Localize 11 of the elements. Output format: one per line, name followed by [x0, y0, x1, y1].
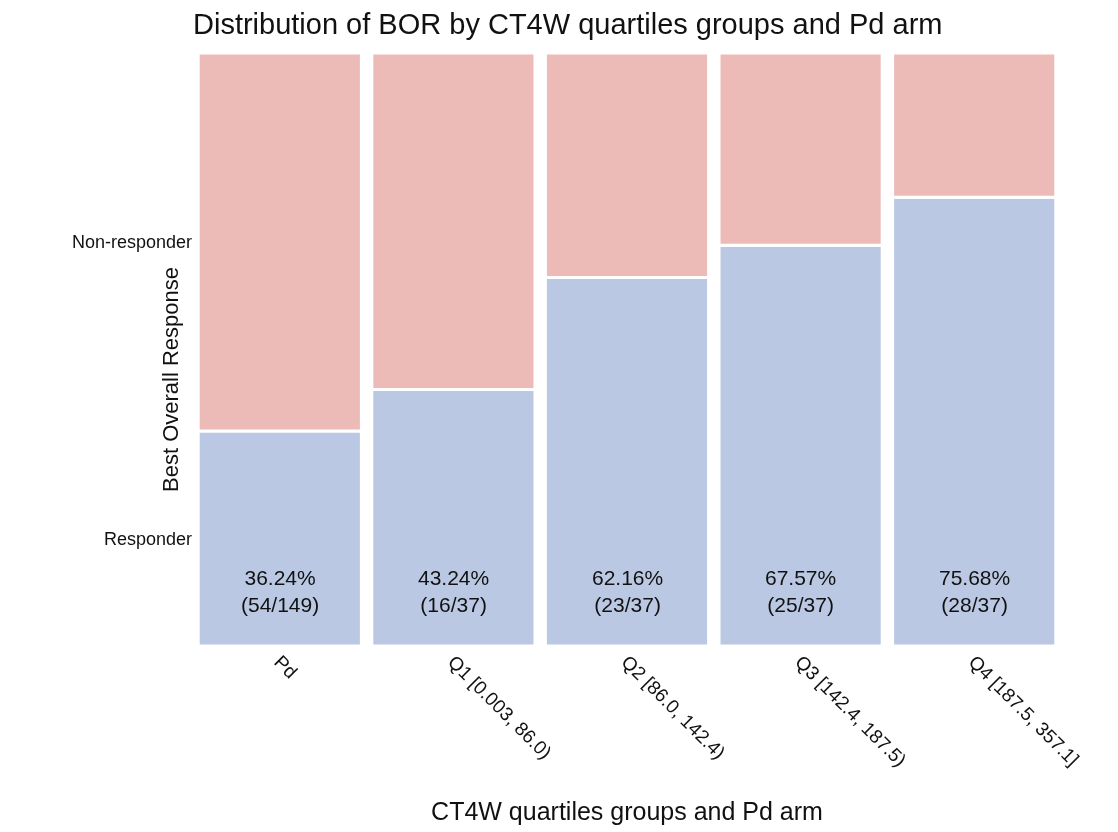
- data-label: 36.24% (54/149): [241, 566, 320, 617]
- y-axis-title: Best Overall Response: [158, 267, 183, 492]
- x-axis-title: CT4W quartiles groups and Pd arm: [431, 796, 823, 825]
- series-label: Non-responder: [71, 232, 192, 253]
- data-label: 75.68% (28/37): [939, 566, 1011, 617]
- data-label: 43.24% (16/37): [418, 566, 490, 617]
- x-tick-label: Pd: [270, 651, 302, 683]
- data-label: 67.57% (25/37): [765, 566, 837, 617]
- series-label: Responder: [103, 528, 192, 549]
- data-label: 62.16% (23/37): [592, 566, 664, 617]
- chart-title: Distribution of BOR by CT4W quartiles groups and Pd arm: [193, 8, 943, 41]
